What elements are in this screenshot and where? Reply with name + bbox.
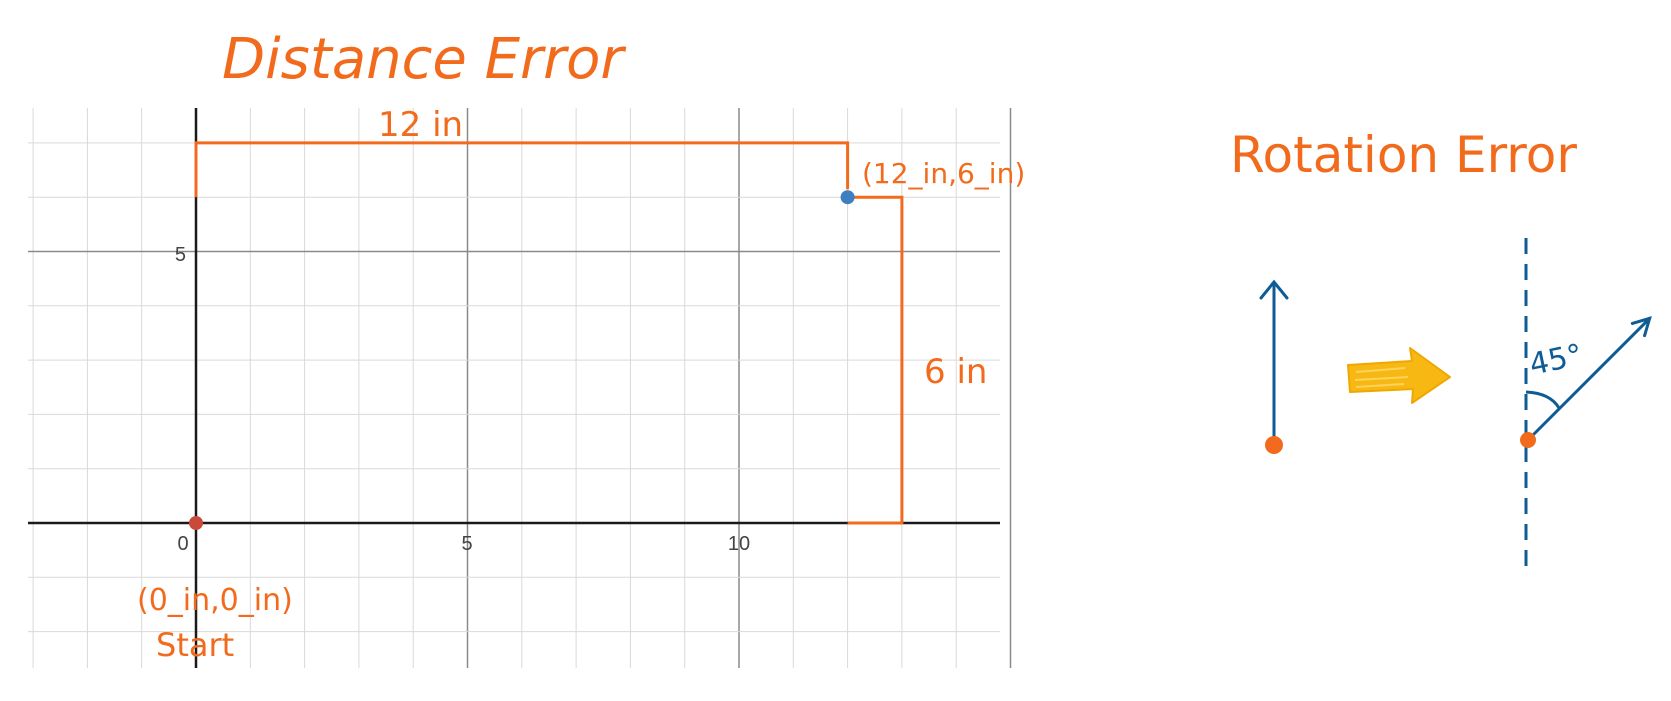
horizontal-dimension-label: 12 in xyxy=(378,105,463,145)
rotated-arrow-head xyxy=(1630,316,1652,338)
vertical-dimension-line xyxy=(847,195,904,525)
y-tick-label-5: 5 xyxy=(175,244,186,266)
rotation-error-title: Rotation Error xyxy=(1230,126,1577,184)
x-tick-label-5: 5 xyxy=(461,533,472,555)
y-tick-labels: 5 xyxy=(175,244,186,266)
transition-arrow-icon xyxy=(1347,347,1451,404)
start-point-label: (0_in,0_in) xyxy=(137,583,293,618)
rotated-arrow-shaft xyxy=(1526,316,1652,442)
initial-heading-arrow xyxy=(1259,279,1289,442)
distance-error-title: Distance Error xyxy=(222,27,626,92)
vertical-dimension-label: 6 in xyxy=(924,352,987,392)
angle-label: 45° xyxy=(1526,338,1585,383)
rotated-robot-point xyxy=(1520,432,1536,448)
end-point-label: (12_in,6_in) xyxy=(862,157,1025,190)
start-point-marker xyxy=(189,516,203,530)
x-tick-labels: 0 5 10 xyxy=(177,533,750,555)
initial-robot-point xyxy=(1265,436,1283,454)
rotated-heading-arrow xyxy=(1526,316,1652,442)
angle-arc xyxy=(1525,390,1561,409)
x-tick-label-10: 10 xyxy=(728,533,750,555)
horizontal-dimension-line xyxy=(194,141,850,198)
start-caption: Start xyxy=(156,626,234,664)
end-point-marker xyxy=(840,190,855,205)
x-tick-label-0: 0 xyxy=(177,533,188,555)
